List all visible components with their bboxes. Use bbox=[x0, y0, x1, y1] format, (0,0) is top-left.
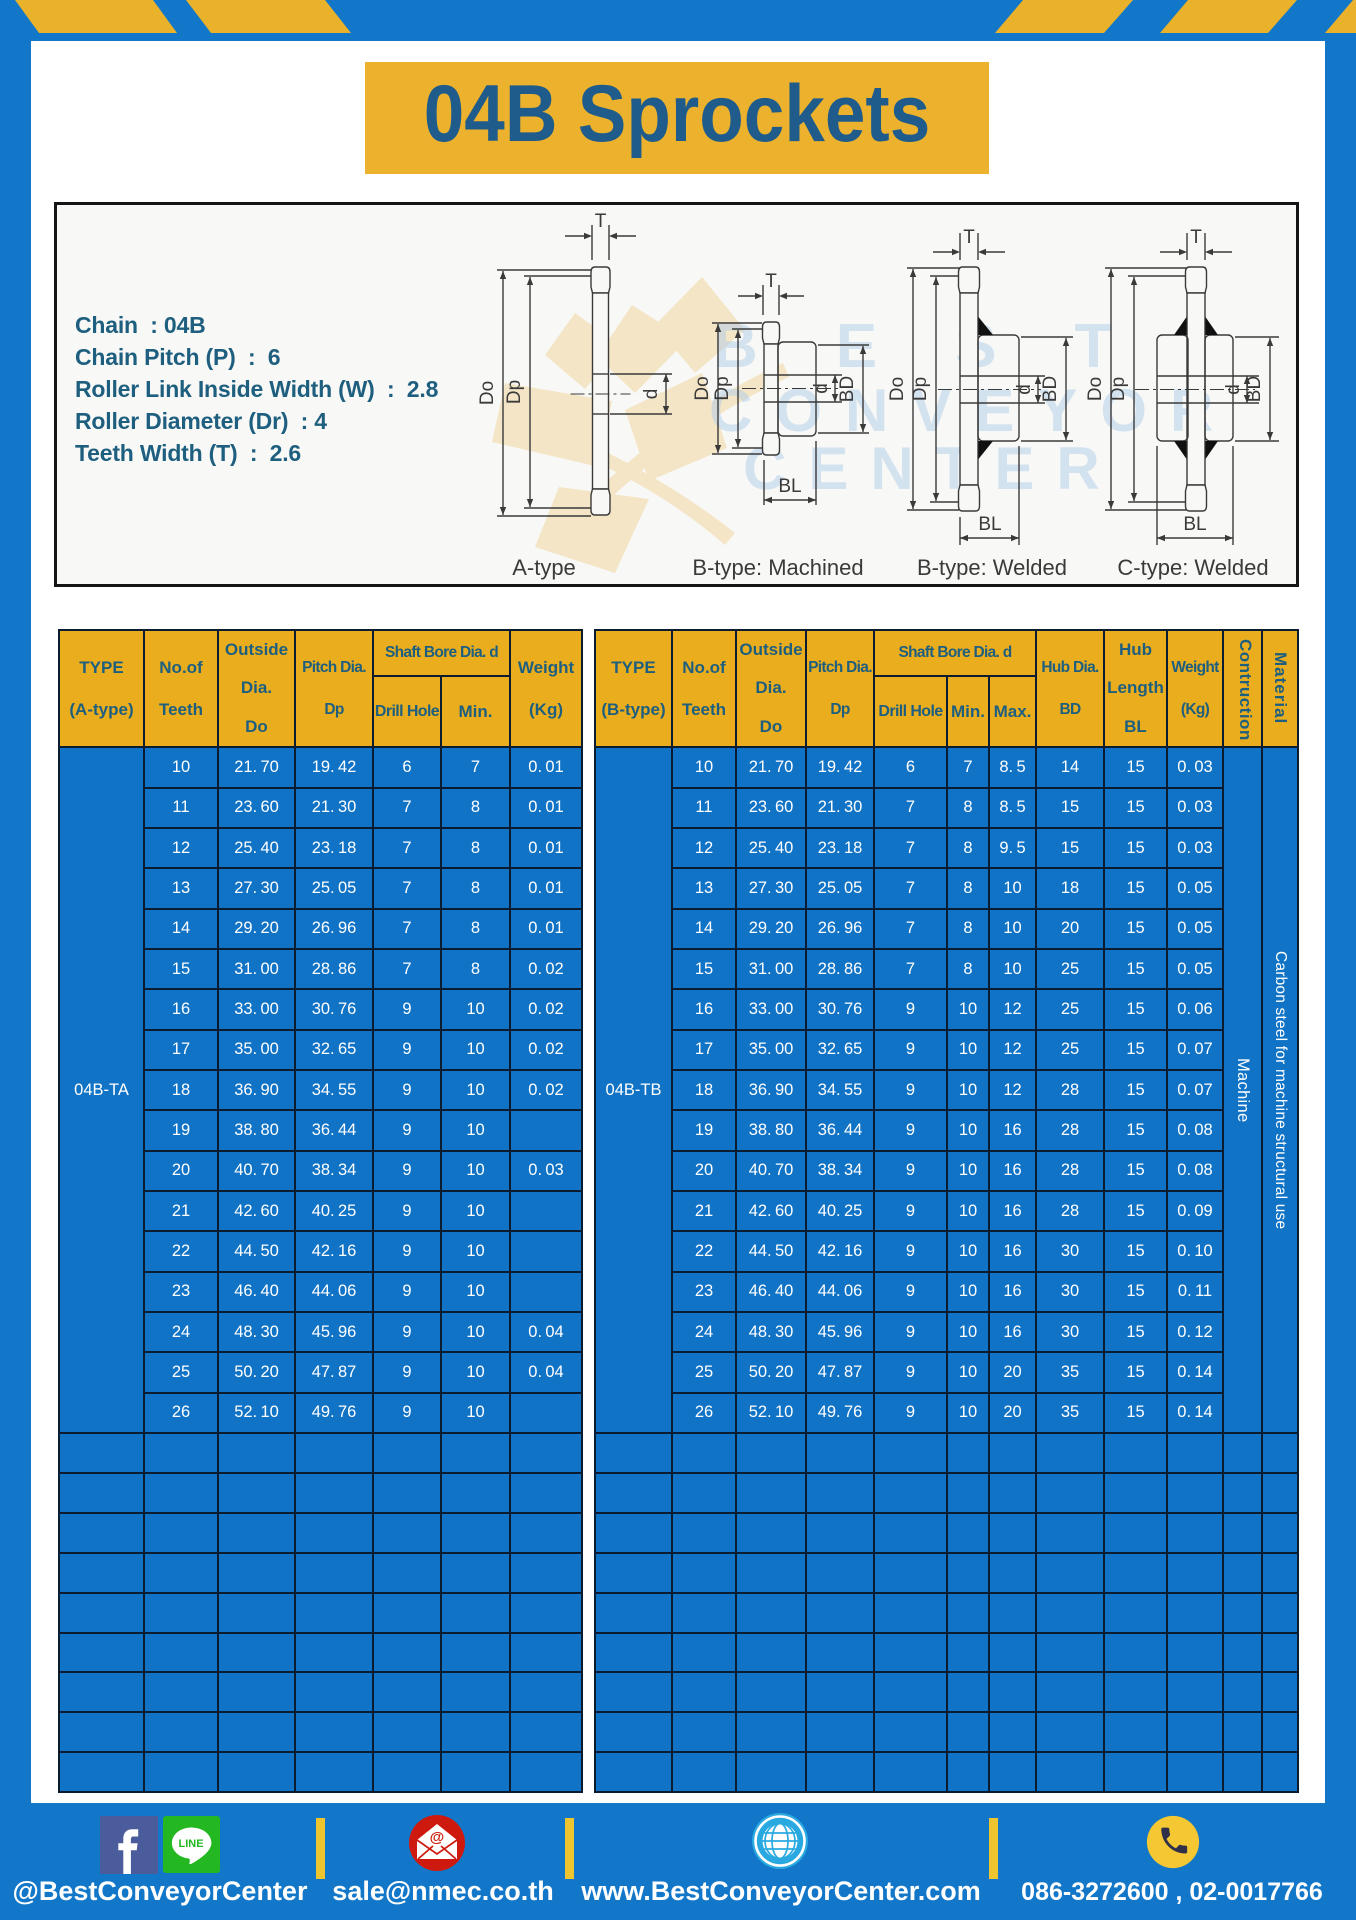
svg-text:CENTER: CENTER bbox=[743, 435, 1122, 502]
svg-text:BD: BD bbox=[837, 376, 858, 402]
svg-text:A-type: A-type bbox=[512, 555, 576, 580]
svg-text:Dp: Dp bbox=[712, 376, 733, 400]
svg-text:d: d bbox=[811, 383, 832, 394]
svg-text:d: d bbox=[1223, 384, 1244, 395]
svg-text:Dp: Dp bbox=[910, 377, 931, 401]
svg-text:LINE: LINE bbox=[178, 1838, 203, 1850]
svg-text:Do: Do bbox=[692, 376, 713, 400]
svg-text:d: d bbox=[641, 389, 662, 400]
svg-text:BL: BL bbox=[978, 514, 1001, 535]
svg-text:BD: BD bbox=[1244, 376, 1265, 402]
svg-text:Dp: Dp bbox=[504, 380, 525, 404]
svg-text:B-type: Machined: B-type: Machined bbox=[692, 555, 863, 580]
svg-text:Dp: Dp bbox=[1108, 377, 1129, 401]
svg-text:@: @ bbox=[430, 1829, 445, 1846]
svg-text:d: d bbox=[1014, 384, 1035, 395]
svg-text:Do: Do bbox=[477, 381, 498, 405]
svg-text:T: T bbox=[765, 271, 777, 292]
svg-text:Do: Do bbox=[1085, 377, 1106, 401]
svg-text:BL: BL bbox=[1183, 514, 1206, 535]
svg-text:T: T bbox=[963, 227, 975, 248]
svg-text:BD: BD bbox=[1040, 376, 1061, 402]
svg-text:T: T bbox=[1190, 227, 1202, 248]
svg-text:B-type: Welded: B-type: Welded bbox=[917, 555, 1067, 580]
svg-text:Do: Do bbox=[887, 377, 908, 401]
svg-text:C-type: Welded: C-type: Welded bbox=[1117, 555, 1268, 580]
svg-text:T: T bbox=[595, 211, 607, 232]
svg-text:BL: BL bbox=[778, 476, 801, 497]
